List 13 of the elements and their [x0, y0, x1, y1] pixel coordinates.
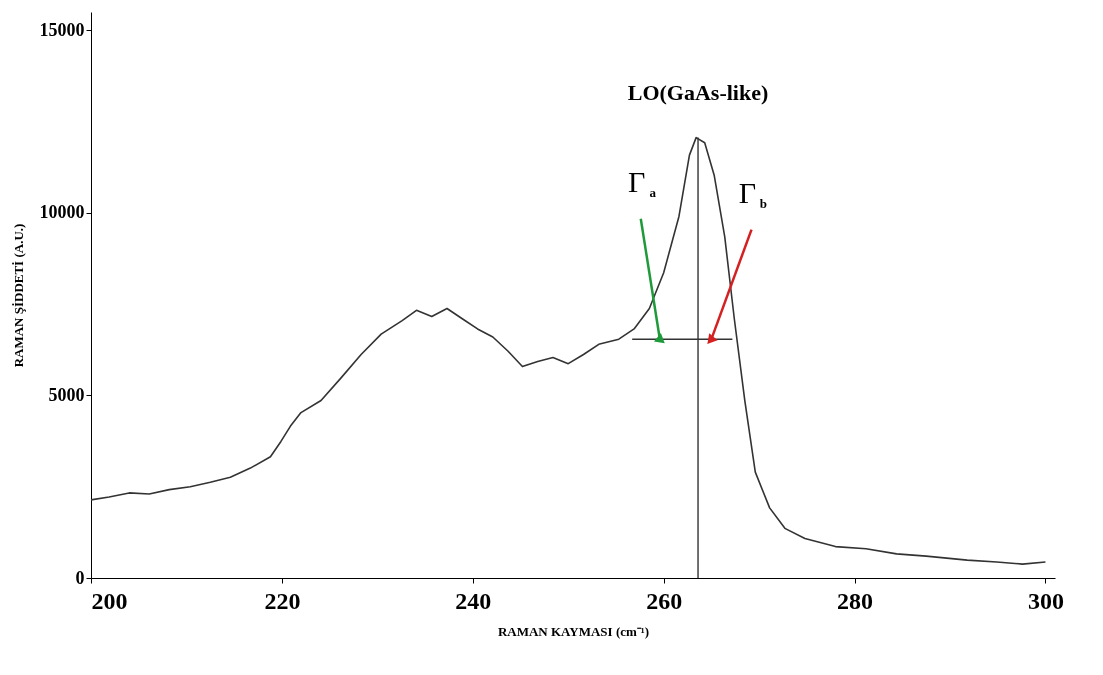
x-tick-label: 200: [91, 587, 128, 614]
x-tick-label: 280: [837, 587, 874, 614]
y-tick-label: 0: [75, 567, 85, 588]
x-tick-label: 260: [646, 587, 683, 614]
x-tick-label: 220: [264, 587, 301, 614]
y-axis-title: RAMAN ŞİDDETİ (A.U.): [10, 223, 26, 368]
annotation: LO(GaAs-like): [627, 79, 769, 105]
y-tick-label: 10000: [39, 202, 85, 223]
x-tick-label: 240: [455, 587, 492, 614]
y-tick-label: 5000: [48, 384, 85, 405]
x-tick-label: 300: [1027, 587, 1064, 614]
x-axis-title: RAMAN KAYMASI (cm⁻¹): [497, 623, 650, 639]
y-tick-label: 15000: [39, 19, 85, 40]
